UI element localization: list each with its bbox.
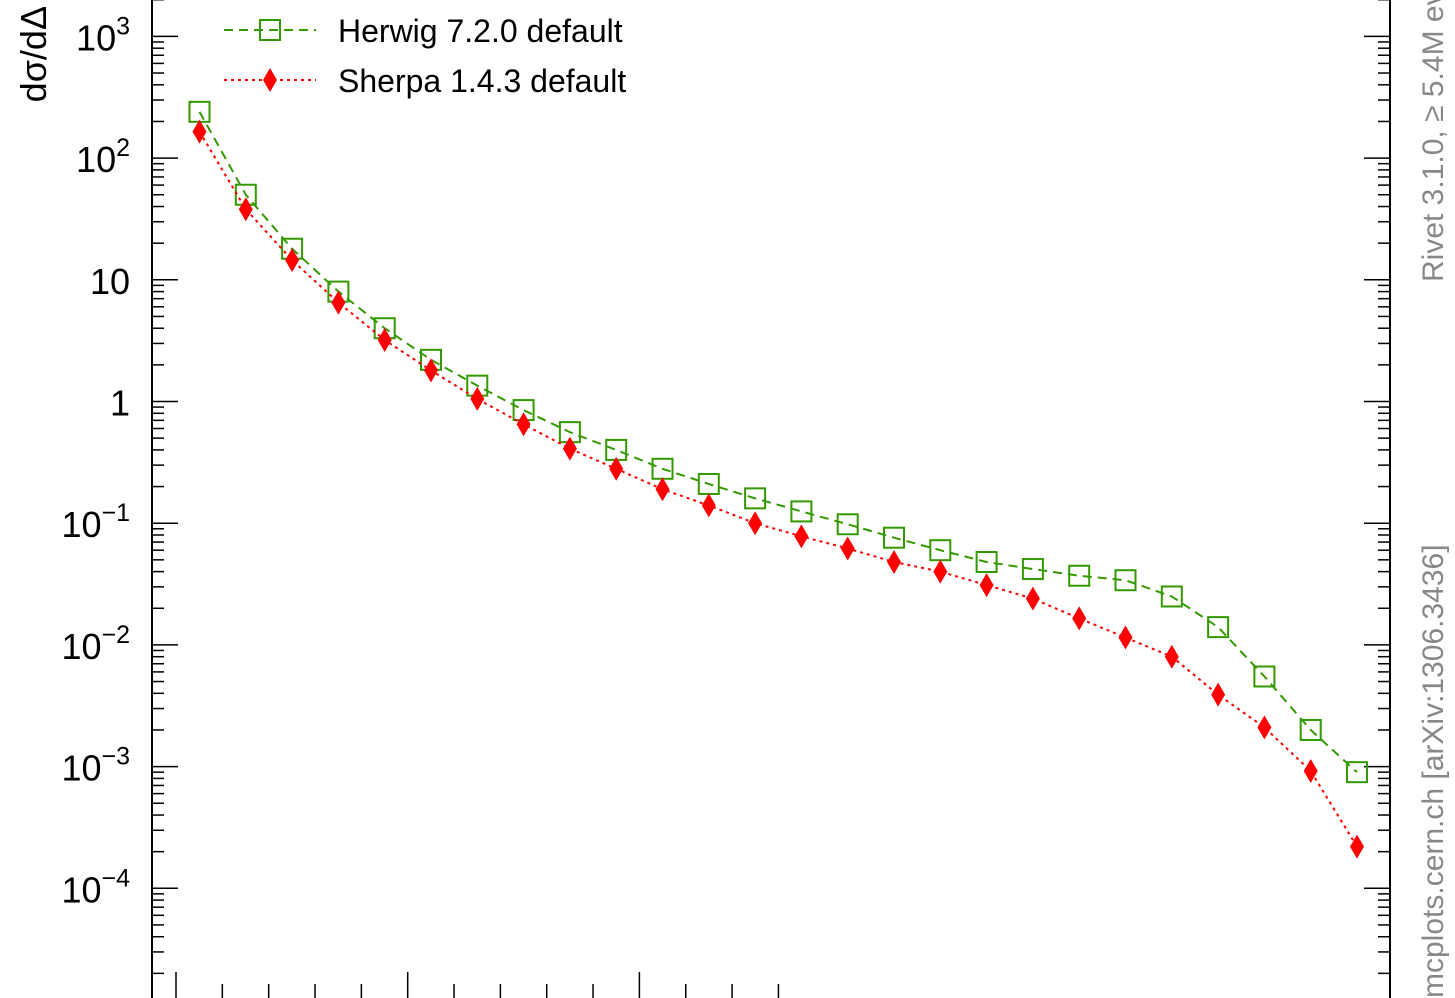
data-point bbox=[887, 549, 901, 574]
data-point bbox=[836, 513, 859, 536]
y-tick-label: 102 bbox=[76, 134, 130, 180]
legend-item: Herwig 7.2.0 default bbox=[224, 13, 623, 49]
data-point bbox=[1021, 558, 1044, 581]
data-point bbox=[748, 511, 763, 536]
y-tick-label: 1 bbox=[110, 383, 130, 424]
data-point bbox=[1160, 585, 1183, 608]
series-herwig bbox=[188, 100, 1368, 784]
legend-marker bbox=[259, 19, 281, 41]
data-point bbox=[1114, 569, 1137, 592]
data-point bbox=[790, 500, 813, 523]
data-point bbox=[744, 487, 767, 510]
data-point bbox=[655, 477, 670, 502]
data-point bbox=[1068, 564, 1091, 587]
data-point bbox=[192, 119, 207, 144]
data-point bbox=[1118, 625, 1133, 650]
data-point bbox=[979, 573, 994, 598]
x-axis bbox=[175, 972, 780, 998]
y-tick-label: 10−3 bbox=[61, 743, 130, 789]
legend-label: Sherpa 1.4.3 default bbox=[338, 63, 626, 99]
data-point bbox=[933, 559, 948, 584]
data-point bbox=[840, 536, 855, 561]
data-point bbox=[424, 358, 438, 383]
data-point bbox=[1072, 606, 1087, 631]
data-point bbox=[331, 290, 346, 315]
legend-label: Herwig 7.2.0 default bbox=[338, 13, 623, 49]
legend-item: Sherpa 1.4.3 default bbox=[224, 63, 626, 99]
data-point bbox=[1207, 616, 1230, 639]
data-point bbox=[562, 436, 577, 461]
data-point bbox=[1299, 718, 1322, 741]
legend-marker bbox=[263, 68, 277, 92]
data-point bbox=[238, 197, 253, 222]
data-point bbox=[609, 456, 624, 481]
data-point bbox=[1346, 761, 1368, 784]
data-point bbox=[1025, 586, 1040, 611]
mcplots-credit-label: mcplots.cern.ch [arXiv:1306.3436] bbox=[1417, 544, 1450, 998]
series-line bbox=[198, 131, 1358, 848]
y-axis-label: dσ/dΔ bbox=[13, 6, 54, 102]
data-point bbox=[516, 412, 531, 437]
data-point bbox=[1253, 665, 1276, 688]
series-layer bbox=[188, 100, 1368, 859]
rivet-version-label: Rivet 3.1.0, ≥ 5.4M events bbox=[1417, 0, 1450, 282]
plot-frame bbox=[151, 0, 1391, 998]
legend: Herwig 7.2.0 default Sherpa 1.4.3 default bbox=[224, 13, 626, 99]
data-point bbox=[377, 328, 392, 353]
y-tick-label: 103 bbox=[76, 12, 130, 58]
data-point bbox=[1164, 644, 1179, 669]
y-tick-label: 10−2 bbox=[61, 621, 130, 667]
data-point bbox=[1257, 715, 1272, 740]
data-point bbox=[883, 526, 905, 549]
data-point bbox=[1211, 682, 1226, 707]
y-tick-label: 10−1 bbox=[61, 499, 130, 545]
series-line bbox=[198, 111, 1358, 773]
y-tick-label: 10−4 bbox=[61, 864, 130, 910]
data-point bbox=[285, 248, 300, 273]
data-point bbox=[470, 386, 485, 411]
data-point bbox=[794, 524, 809, 549]
data-point bbox=[975, 550, 998, 573]
y-tick-label: 10 bbox=[90, 261, 130, 302]
data-point bbox=[1350, 834, 1364, 859]
data-point bbox=[701, 493, 716, 518]
series-sherpa bbox=[192, 119, 1364, 859]
data-point bbox=[1303, 759, 1318, 784]
